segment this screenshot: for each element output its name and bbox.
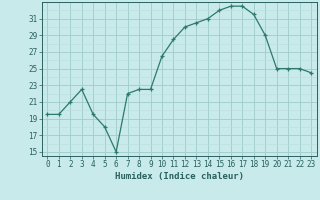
X-axis label: Humidex (Indice chaleur): Humidex (Indice chaleur) bbox=[115, 172, 244, 181]
